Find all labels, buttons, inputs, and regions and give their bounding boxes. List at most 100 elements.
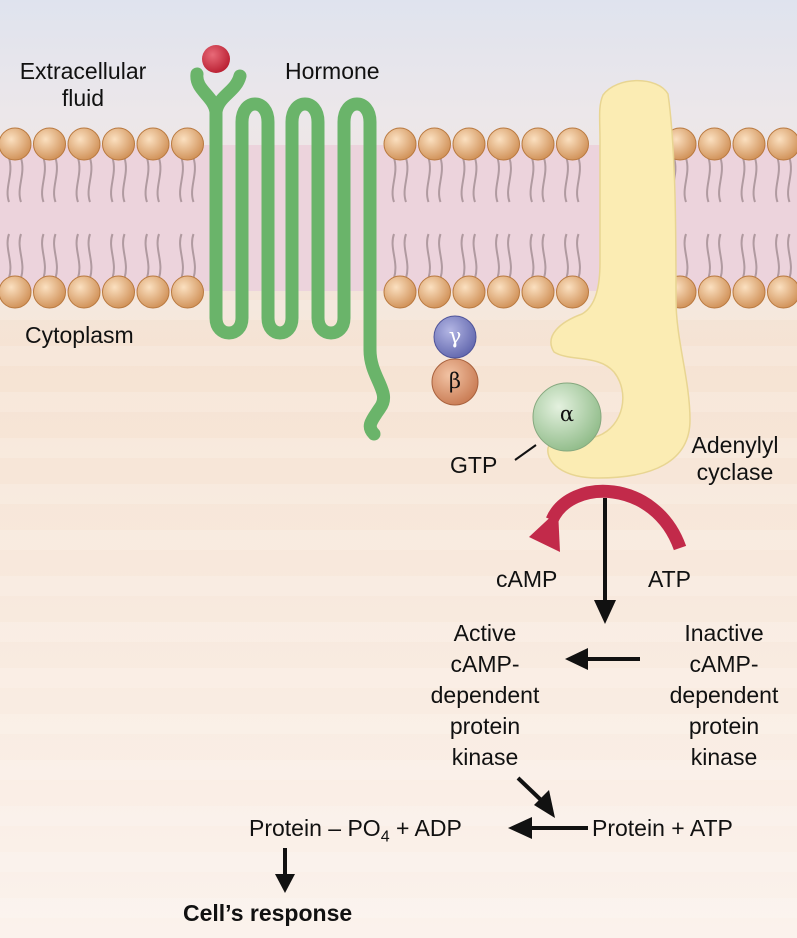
gamma-subunit bbox=[433, 315, 477, 359]
lipid-tail bbox=[541, 233, 547, 279]
camp-label: cAMP bbox=[496, 566, 558, 592]
camp-conversion-arrow bbox=[546, 484, 687, 551]
lipid-tail bbox=[179, 157, 184, 203]
cytoplasm-label: Cytoplasm bbox=[25, 322, 134, 348]
lipid-tail bbox=[426, 157, 431, 203]
kinase-activation-arrowhead bbox=[565, 648, 588, 670]
lipid-tail bbox=[740, 233, 746, 279]
lipid-tail bbox=[683, 157, 689, 203]
membrane-band bbox=[0, 145, 797, 291]
background-stripe bbox=[0, 622, 797, 642]
adenylyl-cyclase-enzyme bbox=[547, 79, 691, 479]
phospholipid-head bbox=[521, 275, 555, 309]
inactive-kinase-label: Inactive cAMP- dependent protein kinase bbox=[656, 618, 792, 773]
background-stripe bbox=[0, 576, 797, 596]
phospholipid-head bbox=[698, 275, 731, 309]
phospholipid-head bbox=[136, 127, 170, 161]
phospholipid-head bbox=[732, 275, 766, 309]
beta-subunit bbox=[431, 358, 479, 406]
phospholipid-head bbox=[171, 127, 204, 161]
lipid-tail bbox=[403, 233, 409, 279]
phospholipid-head bbox=[102, 275, 135, 309]
lipid-tail bbox=[18, 233, 24, 279]
lipid-tail bbox=[191, 157, 196, 203]
lipid-tail bbox=[179, 233, 184, 279]
response-arrowhead bbox=[275, 874, 295, 893]
phospholipid-head bbox=[698, 127, 731, 161]
background-stripe bbox=[0, 668, 797, 688]
alpha-symbol: α bbox=[559, 402, 575, 426]
phospholipid-head bbox=[767, 127, 797, 161]
lipid-tail bbox=[507, 157, 512, 203]
phospholipid-head bbox=[136, 275, 170, 309]
protein-phosphate-suffix: + ADP bbox=[389, 815, 462, 841]
lipid-tail bbox=[391, 157, 397, 203]
active-kinase-line-4: protein bbox=[449, 713, 521, 739]
phospholipid-head bbox=[556, 127, 589, 161]
inactive-kinase-line-2: cAMP- bbox=[689, 651, 759, 677]
inactive-kinase-line-4: protein bbox=[688, 713, 760, 739]
lipid-tail bbox=[403, 157, 409, 203]
lipid-tail bbox=[706, 233, 711, 279]
phospholipid-head bbox=[732, 127, 766, 161]
background-stripes bbox=[0, 300, 797, 918]
phospholipid-head bbox=[487, 275, 520, 309]
lipid-tail bbox=[683, 233, 689, 279]
lipid-tail bbox=[529, 157, 535, 203]
lipid-tail bbox=[576, 157, 581, 203]
lipid-tails bbox=[6, 157, 792, 279]
background-stripe bbox=[0, 714, 797, 734]
phospholipid-head bbox=[67, 275, 101, 309]
background-stripe bbox=[0, 760, 797, 780]
lipid-tail bbox=[706, 157, 711, 203]
lipid-tail bbox=[775, 233, 780, 279]
lipid-tail bbox=[495, 233, 500, 279]
lipid-tail bbox=[6, 233, 12, 279]
lipid-tail bbox=[752, 233, 758, 279]
active-kinase-line-5: kinase bbox=[451, 744, 519, 770]
atp-label: ATP bbox=[648, 566, 692, 592]
background-stripe bbox=[0, 898, 797, 918]
protein-atp-label: Protein + ATP bbox=[592, 815, 733, 841]
lipid-tail bbox=[156, 157, 162, 203]
lipid-tail bbox=[740, 157, 746, 203]
phospholipid-head bbox=[556, 275, 589, 309]
lipid-tail bbox=[53, 157, 58, 203]
phospholipid-head bbox=[418, 275, 451, 309]
adenylyl-cyclase-line-1: Adenylyl bbox=[691, 432, 779, 458]
lipid-tail bbox=[564, 157, 569, 203]
extracellular-fluid-label: Extracellular fluid bbox=[8, 58, 158, 112]
lipid-tail bbox=[18, 157, 24, 203]
phospholipid-head bbox=[487, 127, 520, 161]
alpha-subunit bbox=[532, 382, 602, 452]
lipid-tail bbox=[75, 233, 81, 279]
lipid-tail bbox=[718, 157, 723, 203]
lipid-tail bbox=[507, 233, 512, 279]
receptor-protein bbox=[190, 67, 391, 441]
gtp-label: GTP bbox=[450, 452, 498, 478]
lipid-tail bbox=[41, 157, 46, 203]
lipid-tail bbox=[787, 157, 792, 203]
lipid-tail bbox=[472, 233, 478, 279]
phospholipid-head bbox=[102, 127, 135, 161]
lipid-tail bbox=[752, 157, 758, 203]
lipid-tail bbox=[122, 233, 127, 279]
adenylyl-cyclase-line-2: cyclase bbox=[696, 459, 774, 485]
activation-arrowhead bbox=[594, 600, 616, 624]
lipid-tail bbox=[6, 157, 12, 203]
lipid-tail bbox=[191, 233, 196, 279]
lipid-tail bbox=[144, 233, 150, 279]
active-kinase-line-1: Active bbox=[453, 620, 517, 646]
phospholipid-head bbox=[33, 275, 66, 309]
lipid-tail bbox=[438, 233, 443, 279]
phospholipid-head bbox=[383, 275, 417, 309]
lipid-tail bbox=[472, 157, 478, 203]
phospholipid-head bbox=[767, 275, 797, 309]
lipid-tail bbox=[564, 233, 569, 279]
camp-conversion-arrowhead bbox=[529, 510, 560, 552]
background-stripe bbox=[0, 530, 797, 550]
lipid-tail bbox=[541, 157, 547, 203]
lipid-tail bbox=[438, 157, 443, 203]
lipid-tail bbox=[41, 233, 46, 279]
